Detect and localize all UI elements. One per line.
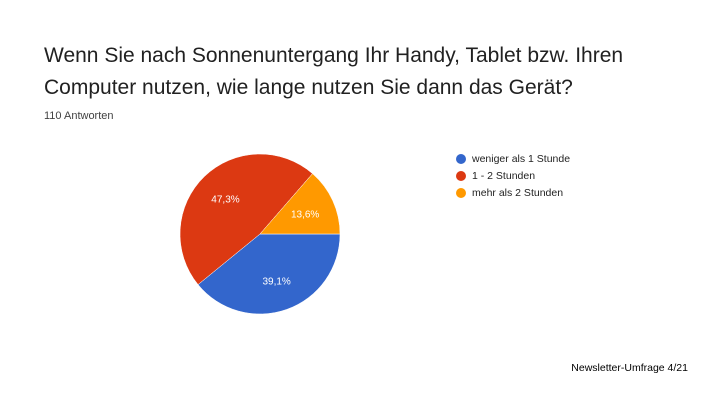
pie-slice [197,233,341,315]
pie-slice [179,153,313,285]
legend-item: weniger als 1 Stunde [456,150,570,167]
legend-item: mehr als 2 Stunden [456,184,570,201]
legend-swatch [456,170,466,181]
legend-swatch [456,187,466,198]
legend-swatch [456,153,466,164]
slice-label: 13,6% [291,209,319,220]
legend-item: 1 - 2 Stunden [456,167,570,184]
slice-label: 47,3% [211,194,239,205]
chart-title: Wenn Sie nach Sonnenuntergang Ihr Handy,… [44,44,624,99]
pie-slice [259,173,341,235]
legend-label: 1 - 2 Stunden [472,169,536,182]
footer-caption: Newsletter-Umfrage 4/21 [571,362,688,374]
response-count: 110 Antworten [44,110,114,122]
legend-label: weniger als 1 Stunde [472,152,571,165]
slice-label: 39,1% [262,277,290,288]
legend: weniger als 1 Stunde 1 - 2 Stunden mehr … [456,150,570,201]
legend-label: mehr als 2 Stunden [472,186,564,199]
